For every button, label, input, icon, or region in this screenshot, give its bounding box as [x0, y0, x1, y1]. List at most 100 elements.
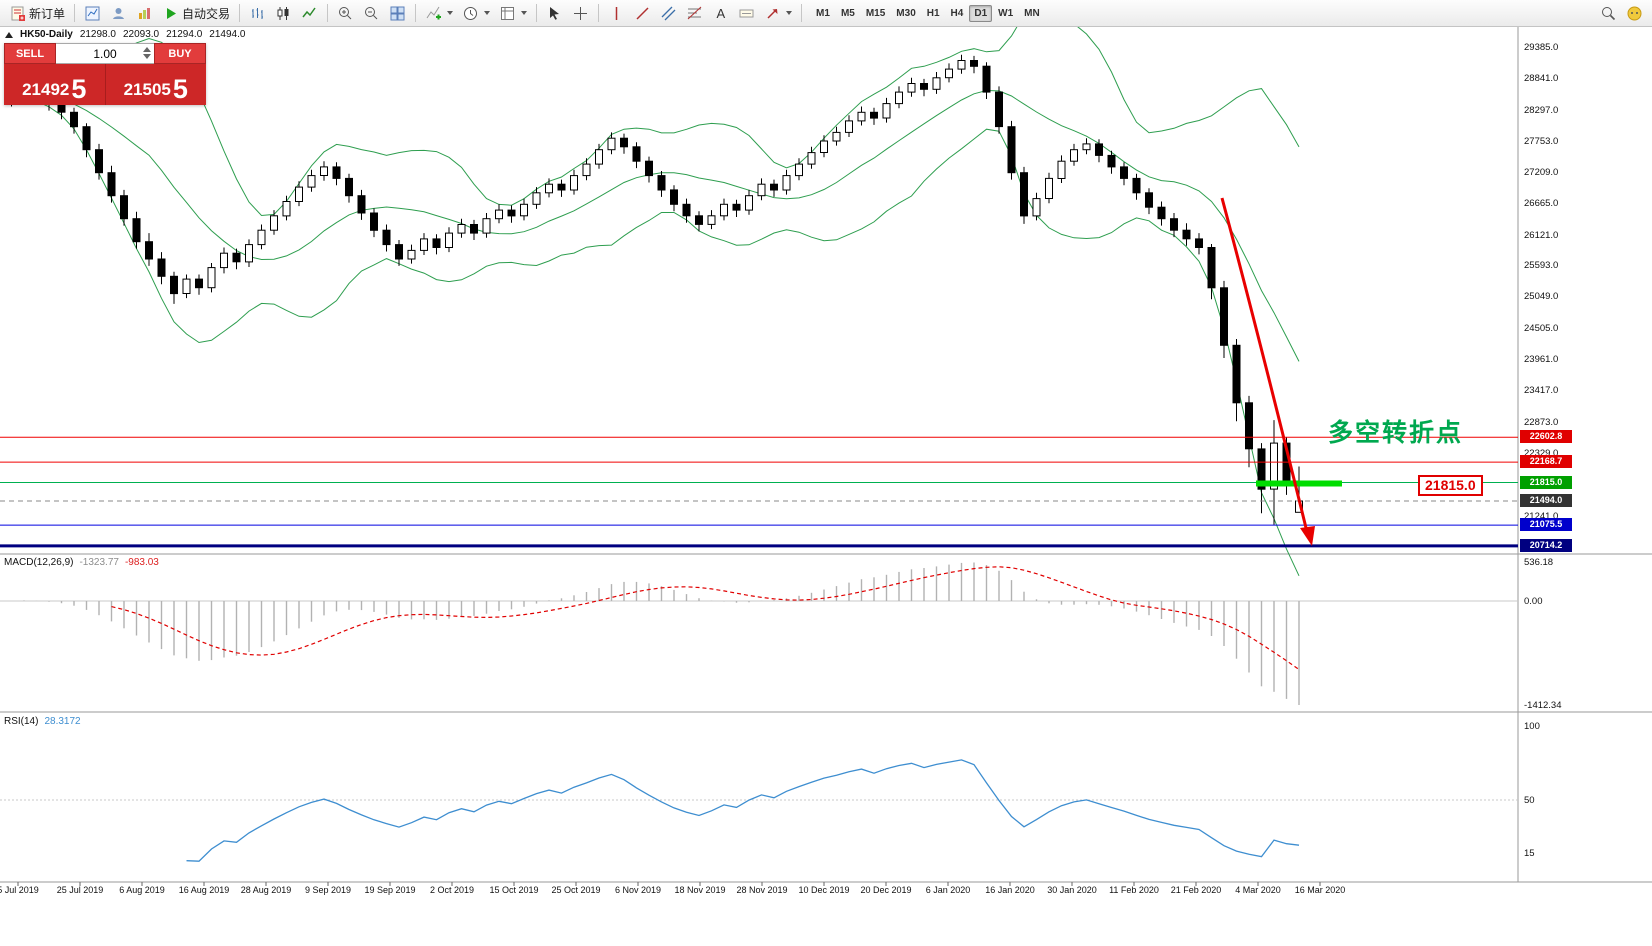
cursor-tool-button[interactable] [542, 3, 567, 24]
dropdown-caret-icon [786, 11, 793, 15]
line-chart-button[interactable] [297, 3, 322, 24]
volume-field[interactable]: 1.00 [56, 43, 154, 64]
sell-price[interactable]: 21492 5 [4, 64, 105, 105]
candlestick-button[interactable] [271, 3, 296, 24]
indicators-icon [426, 6, 442, 19]
trend-arrow [1220, 197, 1315, 546]
rsi-indicator-label: RSI(14) 28.3172 [4, 716, 81, 727]
sell-price-pip: 5 [71, 74, 87, 104]
zoom-in-button[interactable] [333, 3, 358, 24]
timeframe-toolbar: M1 M5 M15 M30 H1 H4 D1 W1 MN [811, 4, 1045, 22]
timeframe-m15[interactable]: M15 [861, 5, 890, 22]
indicators-button[interactable] [421, 3, 457, 24]
timeframe-m1[interactable]: M1 [811, 5, 835, 22]
price-level-tag-box: 21815.0 [1418, 475, 1483, 496]
templates-icon [501, 6, 515, 20]
dropdown-caret-icon [521, 11, 528, 15]
candlestick-icon [277, 6, 289, 20]
periods-button[interactable] [458, 3, 494, 24]
ohlc-open: 21298.0 [79, 29, 116, 40]
chart-window-button[interactable] [80, 3, 105, 24]
toolbar-separator [415, 4, 417, 22]
new-order-button[interactable]: 新订单 [5, 3, 69, 24]
rsi-name: RSI(14) [4, 716, 39, 727]
buy-price-main: 21505 [123, 80, 171, 99]
line-chart-icon [302, 7, 316, 17]
timeframe-mn[interactable]: MN [1019, 5, 1045, 22]
search-button[interactable] [1596, 3, 1621, 24]
auto-trading-button[interactable]: 自动交易 [158, 3, 234, 24]
rsi-value: 28.3172 [44, 716, 81, 727]
ohlc-low: 21294.0 [166, 29, 203, 40]
macd-name: MACD(12,26,9) [4, 557, 74, 568]
symbol-marker-icon [5, 31, 13, 38]
timeframe-d1[interactable]: D1 [969, 4, 993, 22]
bar-chart-button[interactable] [245, 3, 270, 24]
chart-symbol-label: HK50-Daily [20, 29, 73, 40]
support-highlight [1256, 480, 1342, 487]
new-order-label: 新订单 [29, 6, 66, 21]
arrows-tool-button[interactable] [760, 3, 796, 24]
periods-icon [464, 6, 478, 20]
one-click-trading-panel: SELL 1.00 BUY 21492 5 21505 5 [4, 43, 206, 105]
label-tool-button[interactable] [734, 3, 759, 24]
profile-button[interactable] [106, 3, 131, 24]
sell-price-main: 21492 [22, 80, 70, 99]
trendline-tool-button[interactable] [630, 3, 655, 24]
zoom-in-icon [339, 6, 352, 19]
macd-panel [0, 562, 1518, 705]
timeframe-m5[interactable]: M5 [836, 5, 860, 22]
channel-tool-button[interactable] [656, 3, 681, 24]
templates-button[interactable] [495, 3, 531, 24]
vertical-line-tool-button[interactable] [604, 3, 629, 24]
macd-indicator-label: MACD(12,26,9) -1323.77 -983.03 [4, 557, 159, 568]
timeframe-h1[interactable]: H1 [922, 5, 945, 22]
toolbar-separator [801, 4, 803, 22]
volume-stepper[interactable] [143, 47, 151, 59]
trendline-icon [636, 6, 649, 20]
sell-button[interactable]: SELL [4, 43, 56, 64]
crosshair-tool-button[interactable] [568, 3, 593, 24]
macd-value-signal: -983.03 [124, 557, 159, 568]
search-icon [1602, 6, 1616, 20]
auto-trading-icon [167, 7, 177, 19]
bollinger-bands [11, 8, 1300, 577]
bar-chart-icon [252, 7, 264, 19]
panel-separators [0, 26, 1652, 886]
toolbar-separator [536, 4, 538, 22]
label-icon [739, 9, 754, 17]
chat-button[interactable] [1622, 3, 1647, 24]
toolbar-separator [327, 4, 329, 22]
market-watch-button[interactable] [132, 3, 157, 24]
auto-trading-label: 自动交易 [182, 6, 231, 21]
svg-text:A: A [717, 6, 726, 21]
arrows-icon [767, 8, 778, 19]
toolbar-separator [239, 4, 241, 22]
volume-down-icon[interactable] [143, 54, 151, 59]
buy-price-pip: 5 [172, 74, 188, 104]
chart-title-bar: HK50-Daily 21298.0 22093.0 21294.0 21494… [5, 29, 245, 40]
tile-windows-button[interactable] [385, 3, 410, 24]
buy-button[interactable]: BUY [154, 43, 206, 64]
timeframe-h4[interactable]: H4 [946, 5, 969, 22]
ohlc-high: 22093.0 [122, 29, 160, 40]
channel-icon [661, 6, 676, 20]
tile-windows-icon [390, 6, 405, 20]
timeframe-w1[interactable]: W1 [993, 5, 1018, 22]
fibonacci-tool-button[interactable] [682, 3, 707, 24]
macd-value-main: -1323.77 [79, 557, 119, 568]
ohlc-close: 21494.0 [209, 29, 246, 40]
cursor-icon [550, 6, 560, 20]
text-tool-button[interactable]: A [708, 3, 733, 24]
volume-up-icon[interactable] [143, 47, 151, 52]
dropdown-caret-icon [447, 11, 454, 15]
buy-price[interactable]: 21505 5 [105, 64, 206, 105]
chat-icon [1627, 6, 1642, 20]
dropdown-caret-icon [484, 11, 491, 15]
volume-value[interactable]: 1.00 [93, 46, 117, 61]
zoom-out-button[interactable] [359, 3, 384, 24]
timeframe-m30[interactable]: M30 [891, 5, 920, 22]
text-icon: A [717, 6, 726, 21]
